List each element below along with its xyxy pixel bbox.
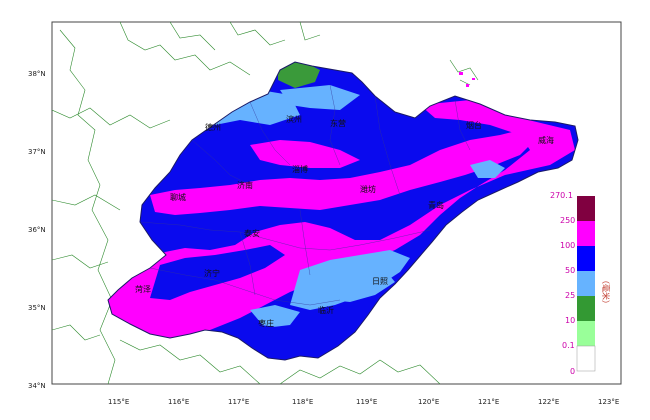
city-label-zibo: 淄博 [292,164,308,174]
legend: 270.1 250 100 50 25 10 0.1 0 （毫米） [550,191,611,376]
neighbor-borders [52,22,479,384]
legend-label-0-1: 0.1 [562,341,575,350]
city-label-yantai: 烟台 [466,120,482,130]
rain-25-50-zone-north-east [280,85,360,110]
latitude-labels: 38°N 37°N 36°N 35°N 34°N [28,70,46,390]
legend-swatch-10 [577,321,595,346]
legend-swatch-250 [577,221,595,246]
legend-label-25: 25 [565,291,575,300]
longitude-labels: 115°E 116°E 117°E 118°E 119°E 120°E 121°… [108,398,619,406]
city-label-dongying: 东营 [330,118,346,128]
city-label-jining: 济宁 [204,268,220,278]
rain-50-100-band-south-west [150,245,285,300]
lon-label-120: 120°E [418,398,439,406]
lon-label-121: 121°E [478,398,499,406]
legend-label-10: 10 [565,316,575,325]
lat-label-34: 34°N [28,382,46,390]
legend-label-100: 100 [560,241,575,250]
lon-label-118: 118°E [292,398,313,406]
legend-label-270: 270.1 [550,191,573,200]
rain-100-250-zone-middle [150,130,535,215]
city-label-binzhou: 滨州 [286,114,302,124]
city-label-zaozhuang: 枣庄 [258,318,274,328]
lon-label-122: 122°E [538,398,559,406]
lon-label-116: 116°E [168,398,189,406]
legend-swatch-25 [577,296,595,321]
lon-label-117: 117°E [228,398,249,406]
lat-label-36: 36°N [28,226,46,234]
legend-label-250: 250 [560,216,575,225]
province-outline [107,61,579,361]
lon-label-115: 115°E [108,398,129,406]
rain-100-250-zone-patch [220,292,260,308]
legend-swatch-0 [576,345,596,372]
city-label-weihai: 威海 [538,135,554,145]
city-label-taian: 泰安 [244,228,260,238]
city-label-linyi: 临沂 [318,305,334,315]
city-boundaries [139,84,471,306]
rain-25-50-zone-linyi [330,270,395,302]
city-labels: 德州 滨州 东营 烟台 威海 济南 淄博 潍坊 聊城 泰安 青岛 菏泽 济宁 日… [135,114,554,328]
islands [459,72,475,87]
city-label-dezhou: 德州 [205,122,221,132]
city-label-heze: 菏泽 [135,284,151,294]
rain-10-25-zone [278,62,320,88]
legend-label-0: 0 [570,367,575,376]
lat-label-37: 37°N [28,148,46,156]
lon-label-119: 119°E [356,398,377,406]
legend-swatch-270 [577,196,595,221]
lat-label-38: 38°N [28,70,46,78]
legend-unit: （毫米） [601,276,611,308]
rain-25-50-zone-east [470,160,505,178]
city-label-jinan: 济南 [237,180,253,190]
city-label-liaocheng: 聊城 [170,193,186,202]
legend-label-50: 50 [565,266,575,275]
lon-label-123: 123°E [598,398,619,406]
rain-25-50-zone-zaozhuang [250,305,300,328]
city-label-qingdao: 青岛 [428,200,444,210]
city-label-weifang: 潍坊 [360,184,376,194]
legend-swatch-50 [577,271,595,296]
city-label-rizhao: 日照 [372,277,388,286]
legend-swatch-100 [577,246,595,271]
lat-label-35: 35°N [28,304,46,312]
rain-100-250-zone-center [250,140,360,168]
